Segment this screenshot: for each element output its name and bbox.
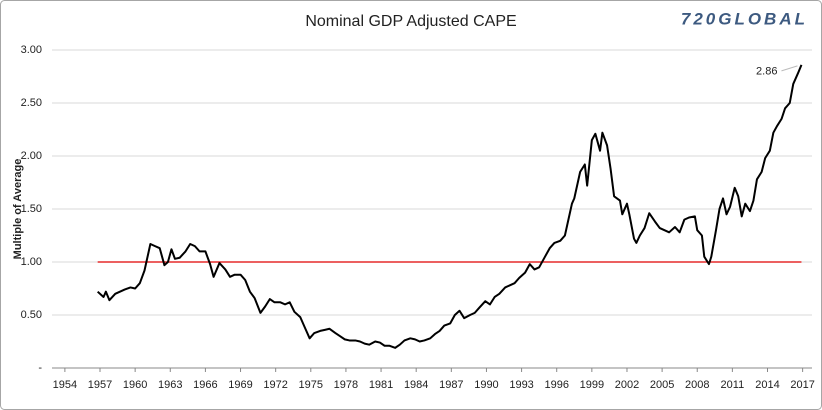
x-tick-label: 1978 xyxy=(334,379,358,391)
chart-title: Nominal GDP Adjusted CAPE xyxy=(305,13,516,30)
x-tick-label: 1987 xyxy=(439,379,463,391)
x-tick-label: 1966 xyxy=(193,379,217,391)
x-tick-label: 1969 xyxy=(228,379,252,391)
x-tick-label: 1963 xyxy=(158,379,182,391)
x-tick-label: 2002 xyxy=(615,379,639,391)
x-tick-label: 1993 xyxy=(509,379,533,391)
data-line xyxy=(96,64,803,349)
y-tick-label: 2.00 xyxy=(21,150,42,162)
x-tick-label: 2011 xyxy=(721,379,745,391)
x-tick-label: 1957 xyxy=(88,379,112,391)
y-tick-label: 3.00 xyxy=(21,44,42,56)
x-tick-label: 2014 xyxy=(755,379,779,391)
logo: 720GLOBAL xyxy=(681,9,808,28)
x-tick-label: 1981 xyxy=(369,379,393,391)
y-axis-title: Multiple of Average xyxy=(12,159,24,260)
x-tick-label: 2017 xyxy=(790,379,814,391)
y-tick-label: - xyxy=(38,362,42,374)
x-tick-label: 1975 xyxy=(299,379,323,391)
x-tick-label: 1999 xyxy=(580,379,604,391)
x-tick-label: 2005 xyxy=(650,379,674,391)
y-tick-label: 2.50 xyxy=(21,97,42,109)
y-tick-label: 0.50 xyxy=(21,309,42,321)
x-tick-label: 1954 xyxy=(53,379,77,391)
x-tick-label: 1960 xyxy=(123,379,147,391)
x-tick-label: 1996 xyxy=(544,379,568,391)
label-leader xyxy=(781,65,798,72)
x-tick-label: 1990 xyxy=(474,379,498,391)
x-tick-label: 1972 xyxy=(263,379,287,391)
data-label: 2.86 xyxy=(756,66,777,78)
x-tick-label: 1984 xyxy=(404,379,428,391)
y-tick-label: 1.00 xyxy=(21,256,42,268)
y-tick-label: 1.50 xyxy=(21,203,42,215)
x-tick-label: 2008 xyxy=(685,379,709,391)
